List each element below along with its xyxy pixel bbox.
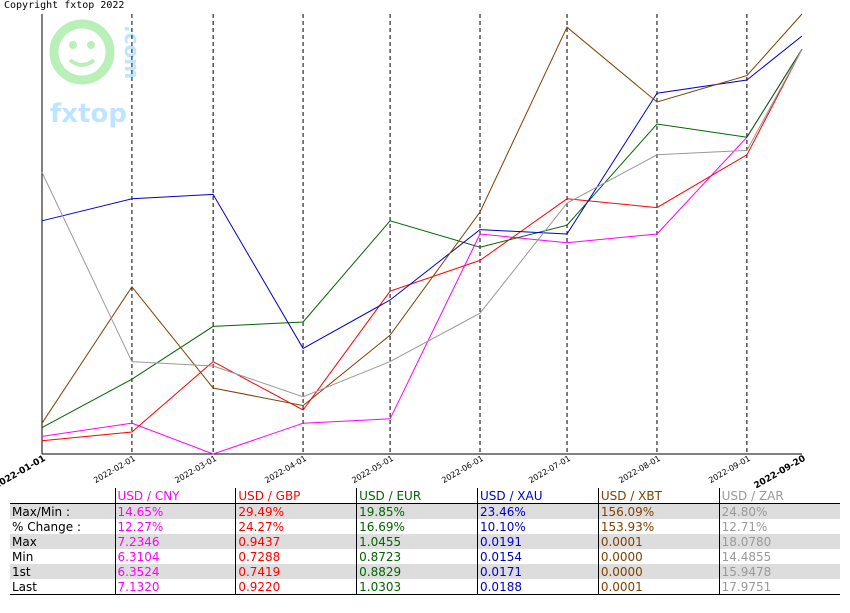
table-cell: 0.0171 — [476, 564, 599, 579]
column-header: USD / GBP — [235, 488, 357, 504]
table-cell: 0.7288 — [235, 549, 357, 564]
x-tick-label: 2022-04-01 — [263, 454, 308, 485]
table-cell: 0.9220 — [235, 579, 357, 595]
logo-text: fxtop — [50, 99, 127, 129]
x-tick-label: 2022-02-01 — [92, 454, 137, 485]
series-lines — [41, 13, 803, 455]
table-corner — [10, 488, 115, 504]
table-cell: 12.71% — [718, 519, 840, 534]
table-cell: 15.9478 — [718, 564, 840, 579]
table-cell: 0.0154 — [476, 549, 599, 564]
smiley-eye — [69, 41, 77, 49]
smiley-eye — [87, 41, 95, 49]
series-line — [41, 13, 803, 424]
column-header: USD / CNY — [114, 488, 236, 504]
series-line — [41, 48, 803, 455]
series-line — [41, 48, 803, 429]
table-cell: 17.9751 — [718, 579, 840, 595]
table-cell: 14.65% — [114, 503, 236, 519]
table-cell: 16.69% — [356, 519, 478, 534]
table-cell: 0.7419 — [235, 564, 357, 579]
smiley-mouth — [68, 58, 96, 67]
row-label: Max — [10, 534, 115, 549]
fxtop-logo: fxtop .com — [49, 19, 144, 129]
column-header: USD / XAU — [476, 488, 599, 504]
x-tick-label: 2022-09-01 — [707, 454, 752, 485]
table-cell: 0.0188 — [476, 579, 599, 595]
row-label: 1st — [10, 564, 115, 579]
table-cell: 0.0191 — [476, 534, 599, 549]
table-cell: 19.85% — [356, 503, 478, 519]
table-cell: 156.09% — [597, 503, 720, 519]
table-cell: 24.80% — [718, 503, 840, 519]
table-cell: 153.93% — [597, 519, 720, 534]
series-line — [41, 35, 803, 350]
line-chart: fxtop .com 2022-01-01 2022-02-01 2022-03-0… — [0, 13, 808, 488]
table-cell: 0.9437 — [235, 534, 357, 549]
table-cell: 23.46% — [476, 503, 599, 519]
column-header: USD / XBT — [597, 488, 720, 504]
table-cell: 18.0780 — [718, 534, 840, 549]
series-line — [41, 48, 803, 398]
table-cell: 0.0000 — [597, 564, 720, 579]
copyright-text: Copyright fxtop 2022 — [4, 0, 125, 11]
table-cell: 6.3524 — [114, 564, 236, 579]
table-cell: 7.2346 — [114, 534, 236, 549]
table-cell: 0.8723 — [356, 549, 478, 564]
table-cell: 0.0001 — [597, 579, 720, 595]
x-tick-label: 2022-08-01 — [617, 454, 662, 485]
table-cell: 7.1320 — [114, 579, 236, 595]
table-cell: 6.3104 — [114, 549, 236, 564]
x-tick-label: 2022-06-01 — [440, 454, 485, 485]
x-tick-label: 2022-01-01 — [0, 454, 48, 488]
column-header: USD / ZAR — [718, 488, 840, 504]
table-cell: 14.4855 — [718, 549, 840, 564]
column-header: USD / EUR — [356, 488, 478, 504]
smiley-face-icon — [49, 19, 115, 85]
series-line — [41, 48, 803, 442]
table-cell: 0.8829 — [356, 564, 478, 579]
x-tick-label: 2022-03-01 — [173, 454, 218, 485]
table-cell: 1.0303 — [356, 579, 478, 595]
table-cell: 0.0001 — [597, 534, 720, 549]
table-cell: 10.10% — [476, 519, 599, 534]
table-cell: 1.0455 — [356, 534, 478, 549]
row-label: % Change : — [12, 519, 82, 534]
row-label: Min — [12, 549, 34, 564]
table-cell: 24.27% — [235, 519, 357, 534]
row-label: Max/Min : — [10, 503, 115, 519]
row-label: Last — [10, 579, 115, 595]
x-tick-labels: 2022-01-01 2022-02-01 2022-03-01 2022-04-01… — [0, 454, 808, 488]
statistics-table: USD / CNY USD / GBP USD / EUR USD / XAU USD … — [10, 488, 840, 595]
table-cell: 12.27% — [114, 519, 236, 534]
x-tick-label: 2022-05-01 — [350, 454, 395, 485]
table-cell: 0.0000 — [597, 549, 720, 564]
x-tick-label: 2022-07-01 — [527, 454, 572, 485]
table-cell: 29.49% — [235, 503, 357, 519]
x-tick-label: 2022-09-20 — [753, 454, 808, 488]
